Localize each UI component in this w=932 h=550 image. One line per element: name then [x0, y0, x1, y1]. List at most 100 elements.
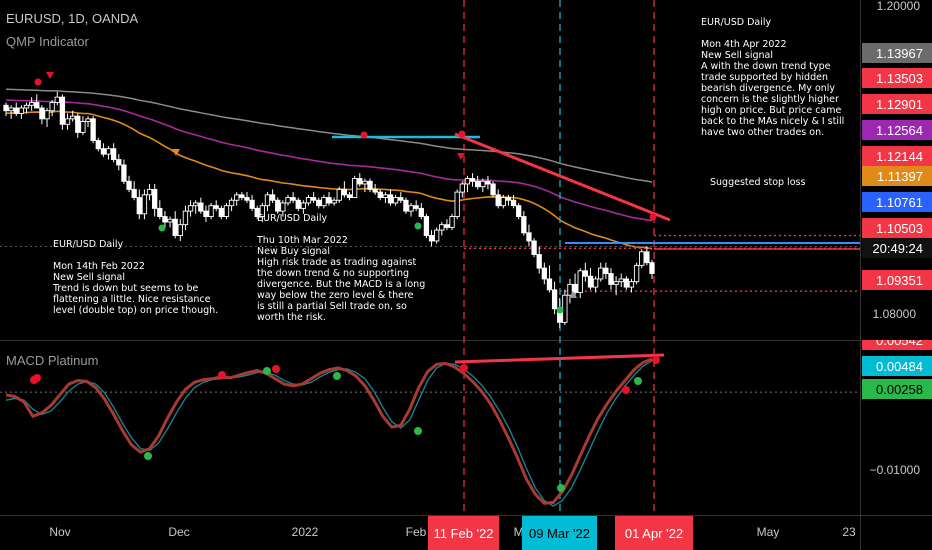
macd-green-dot — [263, 367, 271, 375]
price-label-box — [862, 218, 932, 238]
buy-signal-triangle — [569, 291, 577, 298]
candle-body — [8, 107, 14, 112]
macd-red-dot — [652, 356, 660, 364]
candle-body — [321, 197, 327, 207]
candle-body — [551, 289, 558, 310]
price-label-box — [862, 120, 932, 140]
candle-body — [152, 188, 158, 209]
candle-body — [336, 188, 342, 201]
candle-body — [357, 178, 363, 185]
annotation-mar10: EUR/USD Daily Thu 10th Mar 2022 New Buy … — [257, 213, 426, 323]
candle-body — [198, 202, 204, 212]
candle-body — [249, 199, 255, 209]
buy-signal-dot — [414, 222, 422, 230]
orange-signal-triangle — [172, 149, 180, 156]
candle-body — [218, 207, 224, 217]
candle-body — [23, 104, 30, 109]
candle-body — [239, 194, 245, 198]
candle-body — [203, 210, 209, 217]
candle-body — [382, 194, 389, 198]
macd-label-box — [862, 379, 932, 399]
candle-body — [39, 107, 45, 120]
candle-body — [403, 199, 409, 212]
candle-body — [428, 235, 435, 242]
date-flag-box — [428, 516, 499, 550]
candle-body — [449, 216, 455, 228]
candle-body — [485, 180, 491, 185]
sell-signal-dot — [458, 130, 466, 138]
price-label: 1.09351 — [876, 273, 923, 288]
candle-body — [531, 240, 537, 255]
candle-body — [362, 180, 368, 185]
candle-body — [434, 229, 440, 242]
candle-body — [649, 262, 655, 274]
candle-body — [639, 251, 645, 266]
date-flag-label: 11 Feb '22 — [433, 526, 493, 541]
price-label-box — [862, 166, 932, 186]
candle-body — [254, 207, 260, 217]
candle-body — [536, 254, 542, 269]
price-label: 1.12144 — [876, 149, 923, 164]
macd-label-box — [862, 356, 932, 376]
candle-body — [182, 210, 189, 226]
price-label-box — [862, 146, 932, 166]
candle-body — [13, 107, 19, 114]
candle-body — [146, 188, 153, 196]
candle-body — [244, 197, 250, 201]
x-tick-label: 23 — [842, 525, 856, 539]
macd-label: 0.00258 — [876, 382, 923, 397]
candle-body — [126, 180, 132, 190]
candle-body — [582, 270, 588, 277]
price-label-box — [862, 43, 932, 63]
candle-body — [187, 205, 194, 212]
candle-body — [592, 278, 599, 288]
candle-body — [34, 102, 40, 109]
x-tick-label: May — [757, 525, 780, 539]
x-tick-label: Feb — [406, 525, 427, 539]
macd-green-dot — [333, 372, 341, 380]
candle-body — [408, 205, 414, 212]
candle-body — [116, 159, 122, 166]
x-tick-label: Nov — [49, 525, 70, 539]
candle-body — [275, 199, 281, 212]
macd-green-dot — [557, 484, 565, 492]
sell-signal-dot — [360, 131, 368, 139]
price-label-box — [862, 192, 932, 212]
candle-body — [141, 194, 148, 215]
macd-green-dot — [144, 452, 152, 460]
price-label: 1.13503 — [876, 71, 923, 86]
candle-body — [546, 278, 553, 291]
macd-trendline — [454, 353, 665, 364]
macd-line — [5, 357, 653, 505]
sell-signal-triangle — [457, 153, 465, 160]
candle-body — [290, 197, 296, 201]
candle-body — [613, 281, 619, 285]
candle-body — [510, 199, 517, 207]
buy-signal-dot — [556, 306, 564, 314]
x-tick-label: Dec — [168, 525, 189, 539]
candle-body — [131, 188, 137, 198]
candle-body — [157, 207, 163, 217]
macd-red-dot — [218, 371, 226, 379]
candle-body — [111, 148, 117, 161]
candle-body — [121, 164, 127, 182]
price-label-box — [862, 94, 932, 114]
candle-body — [59, 96, 66, 125]
price-label-box — [862, 238, 932, 258]
candle-body — [3, 104, 9, 112]
candle-body — [608, 273, 614, 285]
candle-body — [562, 294, 568, 323]
date-flag-label: 09 Mar '22 — [529, 526, 590, 541]
candle-body — [516, 205, 522, 217]
macd-red-dot — [33, 374, 41, 382]
macd-label: 0.00484 — [876, 359, 923, 374]
annotation-apr4: EUR/USD Daily Mon 4th Apr 2022 New Sell … — [701, 17, 845, 138]
macd-title: MACD Platinum — [6, 353, 99, 368]
candle-body — [172, 218, 178, 236]
candle-body — [444, 224, 450, 228]
candle-body — [567, 283, 573, 296]
price-label-box — [862, 270, 932, 290]
candle-body — [326, 197, 332, 204]
candle-body — [28, 102, 35, 106]
candle-body — [577, 270, 583, 293]
